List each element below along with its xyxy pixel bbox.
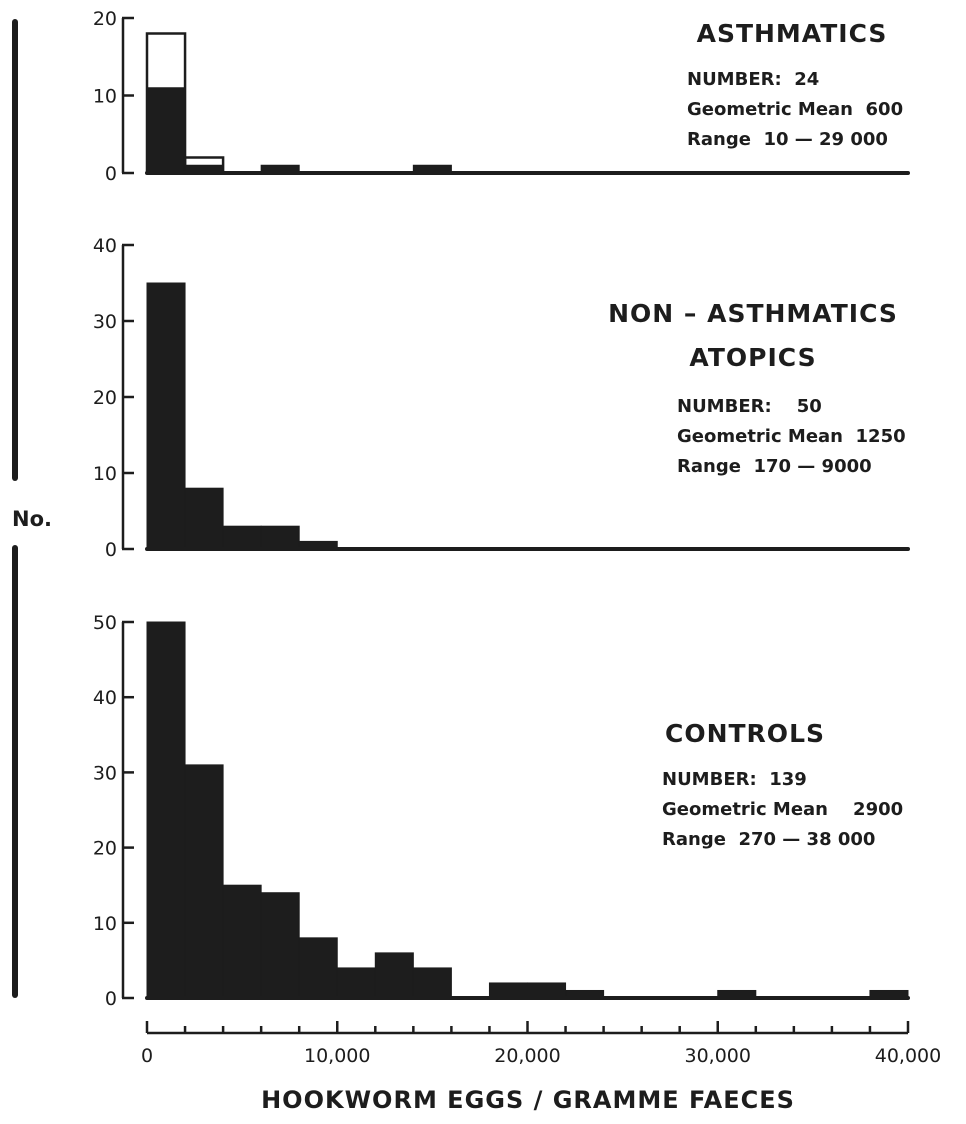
y-axis-label: No. — [12, 507, 52, 531]
x-tick-label: 30,000 — [685, 1045, 751, 1067]
panel-title: ATOPICS — [689, 343, 816, 372]
bar — [374, 952, 414, 999]
panel-info-line: Range 170 — 9000 — [677, 456, 872, 477]
bar — [298, 937, 338, 999]
y-tick-label: 30 — [93, 762, 117, 784]
panel-info-line: Geometric Mean 2900 — [662, 799, 903, 820]
panel-title: ASTHMATICS — [697, 19, 888, 48]
y-tick-label: 0 — [105, 163, 117, 185]
panel-title: CONTROLS — [665, 719, 825, 748]
y-tick-label: 10 — [93, 463, 117, 485]
panel-info-line: NUMBER: 50 — [677, 396, 822, 417]
bar — [488, 982, 529, 999]
panel-info-line: Range 10 — 29 000 — [687, 129, 888, 150]
x-tick-label: 20,000 — [494, 1045, 560, 1067]
bar — [146, 621, 186, 999]
bar — [146, 87, 186, 174]
bar — [184, 764, 224, 999]
y-tick-label: 30 — [93, 311, 117, 333]
bar — [260, 525, 300, 550]
bar — [146, 282, 186, 550]
bar — [527, 982, 567, 999]
y-tick-label: 20 — [93, 8, 117, 30]
x-tick-label: 40,000 — [875, 1045, 941, 1067]
panel-controls: 0 10 20 30 40 50 CONTROLS NUMBER: 139 Geometric … — [93, 612, 910, 1010]
panel-title: NON – ASTHMATICS — [608, 299, 898, 328]
y-tick-label: 10 — [93, 913, 117, 935]
y-tick-label: 40 — [93, 687, 117, 709]
y-tick-label: 20 — [93, 838, 117, 860]
panel-non-asthmatics-atopics: 0 10 20 30 40 NON – ASTHMATICS ATOPICS NUMBER: … — [93, 235, 910, 561]
bar — [222, 884, 262, 999]
x-axis-title: HOOKWORM EGGS / GRAMME FAECES — [261, 1086, 795, 1114]
y-tick-label: 10 — [93, 86, 117, 108]
panel-info-line: NUMBER: 139 — [662, 769, 807, 790]
panel-info-line: Geometric Mean 600 — [687, 99, 903, 120]
panels-group: 0 10 20 ASTHMATICS NUMBER: 24 Geometric Mean … — [93, 8, 910, 1010]
y-tick-label: 50 — [93, 612, 117, 634]
y-tick-label: 40 — [93, 235, 117, 257]
x-tick-label: 0 — [141, 1045, 153, 1067]
bar — [260, 892, 300, 999]
panel-info-line: Geometric Mean 1250 — [677, 426, 906, 447]
x-tick-label: 10,000 — [304, 1045, 370, 1067]
panel-info-line: NUMBER: 24 — [687, 69, 819, 90]
y-tick-label: 0 — [105, 539, 117, 561]
bar — [184, 487, 224, 550]
y-tick-label: 0 — [105, 988, 117, 1010]
bar — [412, 967, 452, 999]
panel-asthmatics: 0 10 20 ASTHMATICS NUMBER: 24 Geometric Mean … — [93, 8, 910, 185]
x-axis: 0 10,000 20,000 30,000 40,000 — [141, 1021, 941, 1067]
bar — [222, 525, 262, 550]
y-tick-label: 20 — [93, 387, 117, 409]
bar — [336, 967, 376, 999]
panel-info-line: Range 270 — 38 000 — [662, 829, 875, 850]
